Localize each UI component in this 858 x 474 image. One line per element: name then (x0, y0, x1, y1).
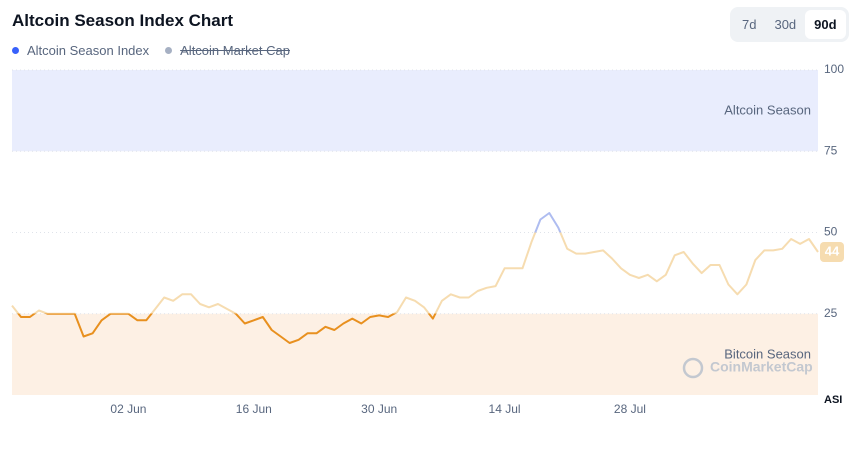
x-tick-label: 14 Jul (489, 402, 521, 416)
watermark-logo (682, 357, 704, 379)
legend-label: Altcoin Season Index (27, 43, 150, 58)
y-tick-label: 50 (824, 225, 838, 239)
season-band (12, 313, 818, 395)
legend-marker (165, 47, 173, 54)
x-tick-label: 16 Jun (236, 402, 272, 416)
y-tick-label: 100 (824, 62, 844, 76)
range-selector: 7d 30d 90d (730, 7, 849, 42)
x-tick-label: 30 Jun (361, 402, 397, 416)
x-tick-label: 02 Jun (110, 402, 146, 416)
legend: Altcoin Season Index Altcoin Market Cap (12, 43, 290, 58)
y-axis-label: ASI (824, 394, 842, 406)
season-band (12, 70, 818, 152)
watermark: CoinMarketCap (710, 359, 813, 375)
range-button[interactable]: 7d (742, 17, 757, 32)
band-label: Bitcoin Season (724, 346, 811, 361)
legend-item[interactable]: Altcoin Season Index (12, 43, 149, 58)
band-label: Altcoin Season (724, 102, 811, 117)
legend-item[interactable]: Altcoin Market Cap (165, 43, 290, 58)
x-tick-label: 28 Jul (614, 402, 646, 416)
legend-marker (12, 47, 19, 54)
y-tick-label: 75 (824, 143, 838, 157)
legend-label: Altcoin Market Cap (180, 43, 290, 58)
data-line (11, 212, 819, 344)
y-tick-label: 25 (824, 306, 838, 320)
value-badge (820, 242, 844, 262)
range-button[interactable]: 30d (774, 17, 797, 32)
range-button[interactable]: 90d (805, 10, 846, 39)
chart-title: Altcoin Season Index Chart (12, 11, 234, 30)
value-label: 44 (825, 243, 840, 258)
